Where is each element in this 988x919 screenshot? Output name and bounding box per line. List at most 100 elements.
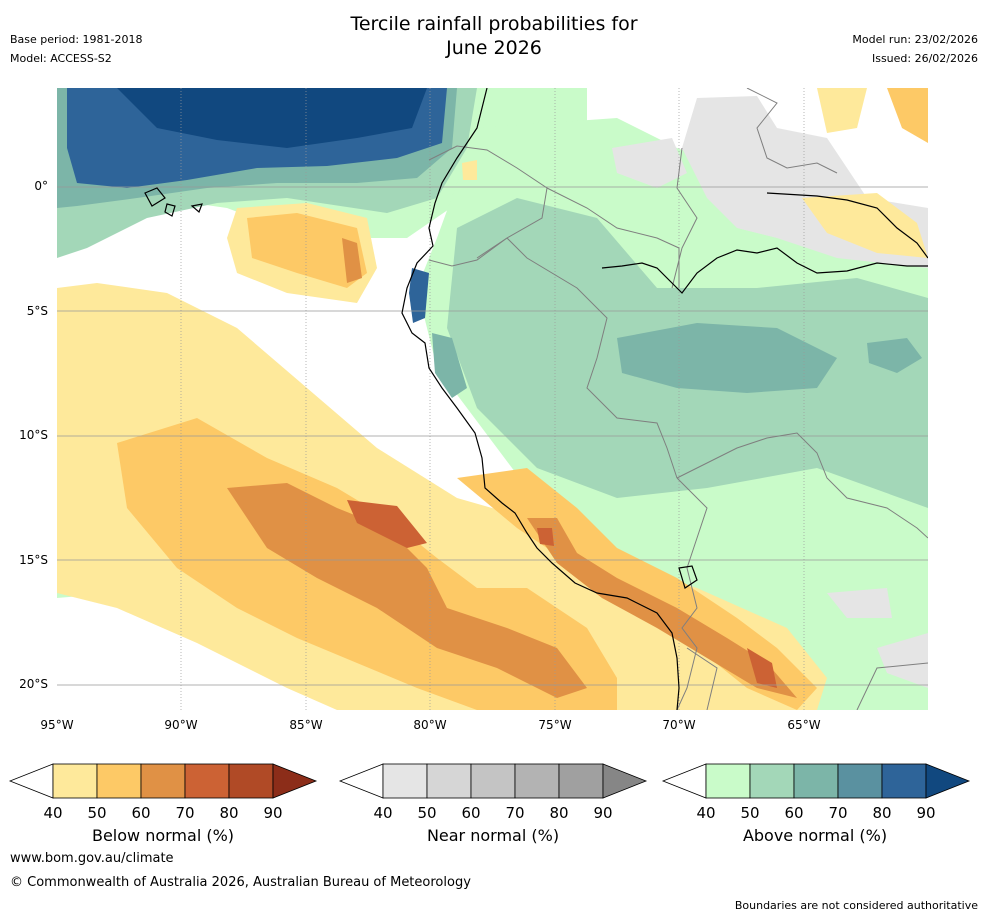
lon-label-95w: 95°W [40, 718, 74, 732]
above-normal-north-pacific-90 [117, 88, 427, 148]
lon-label-85w: 85°W [289, 718, 323, 732]
colorbar-near-left-extension [338, 763, 384, 799]
colorbar-near-right-extension [602, 763, 648, 799]
coastline-galapagos-3 [190, 203, 203, 214]
footer-url: www.bom.gov.au/climate [10, 851, 174, 866]
colorbar-near-segment [382, 763, 428, 799]
near-normal-north-2 [612, 138, 687, 188]
colorbar-near-tick-label: 60 [461, 804, 480, 822]
border-peru-bolivia-south [676, 477, 708, 710]
near-normal-south-2 [827, 588, 892, 618]
colorbar-near-segment [470, 763, 516, 799]
colorbar-title-near: Near normal (%) [426, 826, 560, 845]
lat-label-0: 0° [34, 179, 48, 193]
colorbar-below-segment [228, 763, 274, 799]
colorbar-above-right-extension [925, 763, 971, 799]
colorbar-below-right-extension [272, 763, 318, 799]
below-normal-northeast-60 [887, 88, 928, 143]
border-peru-bolivia [676, 432, 928, 539]
colorbar-near-segment [426, 763, 472, 799]
colorbar-below-segment [52, 763, 98, 799]
colorbar-near-tick-label: 90 [593, 804, 612, 822]
colorbar-below-tick-label: 40 [43, 804, 62, 822]
border-ecuador-peru [428, 237, 508, 267]
colorbar-below-tick-label: 90 [263, 804, 282, 822]
issued-date: Issued: 26/02/2026 [871, 52, 978, 65]
above-normal-coast-80 [409, 268, 429, 323]
below-normal-coast-80b [537, 528, 554, 546]
border-colombia-ecuador [428, 145, 548, 259]
lat-label-20s: 20°S [19, 677, 48, 691]
below-normal-coast-70 [527, 518, 797, 698]
coastline-galapagos-1 [144, 187, 166, 207]
colorbar-near-tick-label: 50 [417, 804, 436, 822]
colorbar-below-tick-label: 60 [131, 804, 150, 822]
colorbar-near-tick-label: 40 [373, 804, 392, 822]
above-normal-amazon-70b [867, 338, 922, 373]
model-name: Model: ACCESS-S2 [10, 52, 112, 65]
colorbar-above-tick-label: 90 [916, 804, 935, 822]
near-normal-south-1 [877, 633, 928, 688]
footer-copyright: © Commonwealth of Australia 2026, Austra… [10, 875, 471, 890]
base-period: Base period: 1981-2018 [10, 33, 143, 46]
country-borders [428, 88, 928, 710]
colorbar-below: 40 50 60 70 80 90 [8, 763, 318, 822]
lon-label-80w: 80°W [413, 718, 447, 732]
meta-right: Model run: 23/02/2026 Issued: 26/02/2026 [852, 30, 978, 68]
below-normal-equator-60 [247, 213, 367, 288]
above-normal-coast-70 [432, 333, 467, 398]
lon-label-75w: 75°W [538, 718, 572, 732]
colorbar-near-tick-label: 70 [505, 804, 524, 822]
above-normal-amazon-70 [617, 323, 837, 393]
colorbar-above-segment [749, 763, 795, 799]
colorbar-title-above: Above normal (%) [742, 826, 888, 845]
border-venezuela [671, 147, 698, 289]
below-normal-main-80 [347, 500, 427, 548]
colorbar-below-tick-label: 50 [87, 804, 106, 822]
title-line-1: Tercile rainfall probabilities for [350, 13, 638, 35]
colorbar-above-tick-label: 70 [828, 804, 847, 822]
border-peru-brazil [506, 237, 678, 479]
coastline-pacific [401, 88, 680, 710]
below-normal-equator-70 [342, 238, 362, 283]
colorbar-near-tick-label: 80 [549, 804, 568, 822]
colorbar-near-segment [514, 763, 560, 799]
colorbar-title-below: Below normal (%) [91, 826, 235, 845]
colorbar-above-left-extension [661, 763, 707, 799]
colorbar-below-segment [140, 763, 186, 799]
coastlines [144, 88, 928, 710]
colorbar-above-segment [705, 763, 751, 799]
title-line-2: June 2026 [446, 37, 542, 59]
coastline-north-river [766, 192, 928, 259]
lon-label-70w: 70°W [662, 718, 696, 732]
lon-label-90w: 90°W [164, 718, 198, 732]
colorbar-below-left-extension [8, 763, 54, 799]
border-colombia-east [546, 187, 680, 288]
border-north-east [746, 88, 838, 174]
lon-label-65w: 65°W [787, 718, 821, 732]
coastline-lake-titicaca [678, 565, 698, 589]
colorbar-above-segment [881, 763, 927, 799]
graticule [57, 88, 928, 710]
below-normal-north-coast [462, 160, 477, 180]
colorbar-above-segment [793, 763, 839, 799]
coastline-galapagos-2 [164, 203, 176, 217]
lat-label-10s: 10°S [19, 428, 48, 442]
colorbar-above-tick-label: 40 [696, 804, 715, 822]
coastline-caribbean [601, 247, 928, 294]
below-normal-regions [57, 88, 928, 710]
below-normal-northeast-50b [817, 88, 867, 133]
colorbar-above-tick-label: 60 [784, 804, 803, 822]
colorbar-above-segment [837, 763, 883, 799]
below-normal-coast-80 [747, 648, 777, 688]
colorbar-below-segment [96, 763, 142, 799]
colorbar-near-segment [558, 763, 604, 799]
colorbar-near: 40 50 60 70 80 90 [338, 763, 648, 822]
colorbar-above: 40 50 60 70 80 90 [661, 763, 971, 822]
rainfall-probability-map [57, 88, 928, 710]
meta-left: Base period: 1981-2018 Model: ACCESS-S2 [10, 30, 142, 68]
model-run: Model run: 23/02/2026 [852, 33, 978, 46]
footer-disclaimer: Boundaries are not considered authoritat… [734, 899, 978, 912]
colorbar-below-tick-label: 70 [175, 804, 194, 822]
colorbar-below-tick-label: 80 [219, 804, 238, 822]
